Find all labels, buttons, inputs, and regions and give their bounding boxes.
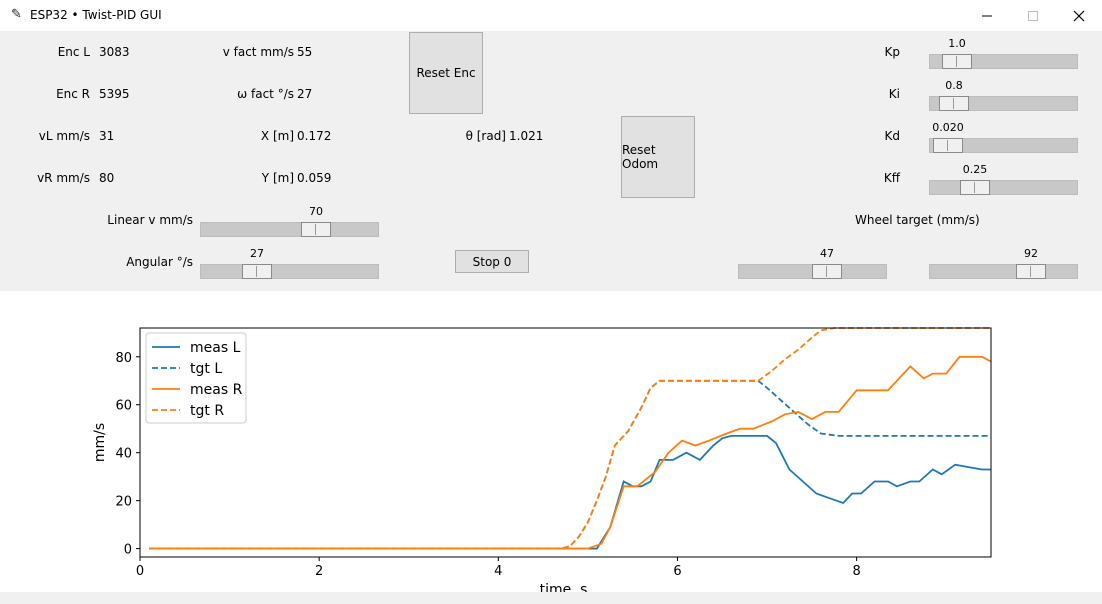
enc-l-value: 3083: [99, 45, 130, 59]
ki-value: 0.8: [945, 79, 963, 92]
bottom-bar: [0, 592, 1102, 600]
close-icon: [1073, 10, 1085, 21]
axes-frame: [139, 327, 992, 558]
slider-handle[interactable]: [301, 222, 331, 237]
maximize-button[interactable]: [1010, 0, 1056, 31]
slider-trough: [929, 180, 1078, 195]
wheel-target-right-slider[interactable]: 92: [929, 247, 1078, 279]
series-line-tgt-l: [149, 379, 991, 550]
slider-handle[interactable]: [812, 264, 842, 279]
y-axis-label: mm/s: [92, 423, 108, 462]
angular-slider[interactable]: 27: [200, 247, 379, 279]
theta-value: 1.021: [509, 129, 544, 143]
kff-value: 0.25: [962, 163, 988, 176]
y-tick-label: 20: [115, 495, 132, 510]
minimize-button[interactable]: [964, 0, 1010, 31]
y-tick-label: 80: [115, 351, 132, 366]
x-tick-label: 2: [315, 564, 323, 579]
wheel-target-right-value: 92: [1024, 247, 1038, 260]
legend-entry: tgt R: [190, 403, 224, 419]
wheel-target-label: Wheel target (mm/s): [855, 213, 980, 227]
slider-handle[interactable]: [942, 54, 972, 69]
kd-label: Kd: [884, 129, 901, 143]
wheel-target-left-slider[interactable]: 47: [738, 247, 887, 279]
slider-trough: [200, 222, 379, 237]
minimize-icon: [982, 15, 992, 16]
w-fact-label: ω fact °/s: [237, 87, 294, 101]
vr-label: vR mm/s: [37, 171, 90, 185]
reset-enc-button[interactable]: Reset Enc: [409, 32, 483, 114]
kff-slider[interactable]: 0.25: [929, 163, 1078, 195]
legend-entry: meas R: [190, 382, 243, 398]
reset-odom-button[interactable]: Reset Odom: [621, 116, 695, 198]
series-line-meas-r: [149, 355, 992, 550]
series-line-tgt-r: [149, 327, 991, 550]
linear-slider[interactable]: 70: [200, 205, 379, 237]
y-tick-label: 40: [115, 447, 132, 462]
title-bar: ✎ ESP32 • Twist-PID GUI: [0, 0, 1102, 31]
kp-slider[interactable]: 1.0: [929, 37, 1078, 69]
vr-value: 80: [99, 171, 115, 185]
theta-label: θ [rad]: [465, 129, 506, 143]
x-tick-label: 8: [852, 564, 860, 579]
slider-handle[interactable]: [960, 180, 990, 195]
wheel-target-left-value: 47: [820, 247, 834, 260]
y-tick-label: 0: [124, 543, 132, 558]
x-tick-label: 0: [136, 564, 144, 579]
slider-handle[interactable]: [939, 96, 969, 111]
v-fact-label: v fact mm/s: [222, 45, 294, 59]
x-label: X [m]: [260, 129, 294, 143]
kp-label: Kp: [884, 45, 901, 59]
slider-handle[interactable]: [933, 138, 963, 153]
slider-trough: [929, 138, 1078, 153]
angular-value: 27: [250, 247, 264, 260]
v-fact-value: 55: [297, 45, 313, 59]
close-button[interactable]: [1056, 0, 1102, 31]
enc-r-label: Enc R: [56, 87, 90, 101]
ki-label: Ki: [888, 87, 900, 101]
linear-value: 70: [309, 205, 323, 218]
maximize-icon: [1028, 10, 1038, 21]
y-tick-label: 60: [115, 399, 132, 414]
stop-button[interactable]: Stop 0: [455, 250, 529, 273]
series-line-meas-l: [149, 434, 991, 550]
feather-icon: ✎: [11, 7, 22, 22]
angular-label: Angular °/s: [126, 255, 193, 269]
slider-trough: [929, 264, 1078, 279]
kp-value: 1.0: [948, 37, 966, 50]
legend-entry: tgt L: [190, 361, 222, 377]
x-value: 0.172: [297, 129, 332, 143]
linear-label: Linear v mm/s: [107, 213, 193, 227]
x-tick-label: 4: [494, 564, 502, 579]
slider-trough: [200, 264, 379, 279]
kff-label: Kff: [883, 171, 900, 185]
vl-value: 31: [99, 129, 115, 143]
y-label: Y [m]: [261, 171, 294, 185]
kd-slider[interactable]: 0.020: [929, 121, 1078, 153]
control-panel: Enc L 3083 Enc R 5395 vL mm/s 31 vR mm/s…: [0, 31, 1102, 291]
ki-slider[interactable]: 0.8: [929, 79, 1078, 111]
window-title: ESP32 • Twist-PID GUI: [30, 8, 162, 22]
kd-value: 0.020: [932, 121, 964, 134]
x-tick-label: 6: [673, 564, 681, 579]
slider-handle[interactable]: [242, 264, 272, 279]
y-value: 0.059: [297, 171, 332, 185]
legend-box: [145, 332, 247, 424]
slider-handle[interactable]: [1016, 264, 1046, 279]
w-fact-value: 27: [297, 87, 313, 101]
enc-l-label: Enc L: [57, 45, 90, 59]
enc-r-value: 5395: [99, 87, 130, 101]
legend-entry: meas L: [190, 340, 241, 356]
vl-label: vL mm/s: [38, 129, 90, 143]
